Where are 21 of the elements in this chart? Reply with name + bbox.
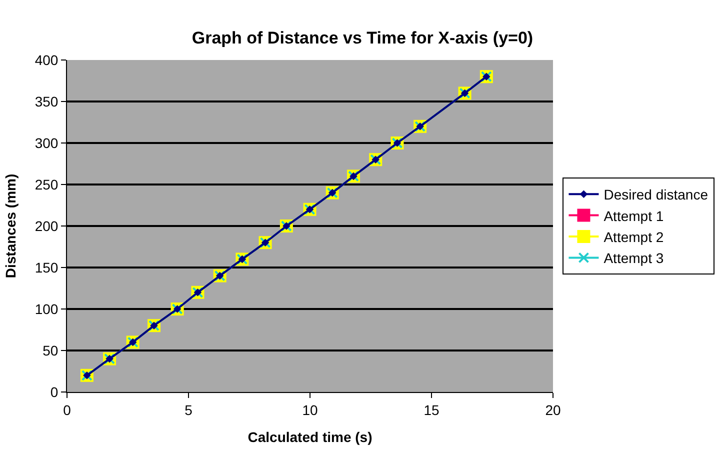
x-tick-label: 20 (545, 402, 561, 418)
y-tick-label: 350 (34, 93, 58, 110)
y-tick-label: 0 (50, 384, 58, 400)
y-tick-label: 400 (34, 52, 58, 68)
y-tick-label: 250 (34, 176, 58, 192)
x-tick-label: 5 (184, 402, 193, 418)
y-tick-label: 50 (42, 342, 58, 358)
y-tick-label: 150 (34, 259, 58, 276)
legend-label: Attempt 2 (604, 228, 664, 245)
legend-label: Desired distance (604, 186, 708, 203)
x-tick-label: 0 (63, 402, 72, 418)
x-tick-label: 10 (302, 402, 318, 418)
y-tick-label: 300 (34, 134, 58, 151)
y-axis-title: Distances (mm) (2, 174, 18, 278)
legend-label: Attempt 1 (604, 208, 664, 224)
legend-label: Attempt 3 (604, 250, 664, 266)
x-axis-title: Calculated time (s) (248, 429, 372, 446)
y-tick-label: 100 (34, 300, 58, 317)
chart-title: Graph of Distance vs Time for X-axis (y=0) (192, 28, 534, 48)
x-tick-label: 15 (424, 402, 440, 418)
y-tick-label: 200 (34, 218, 58, 234)
